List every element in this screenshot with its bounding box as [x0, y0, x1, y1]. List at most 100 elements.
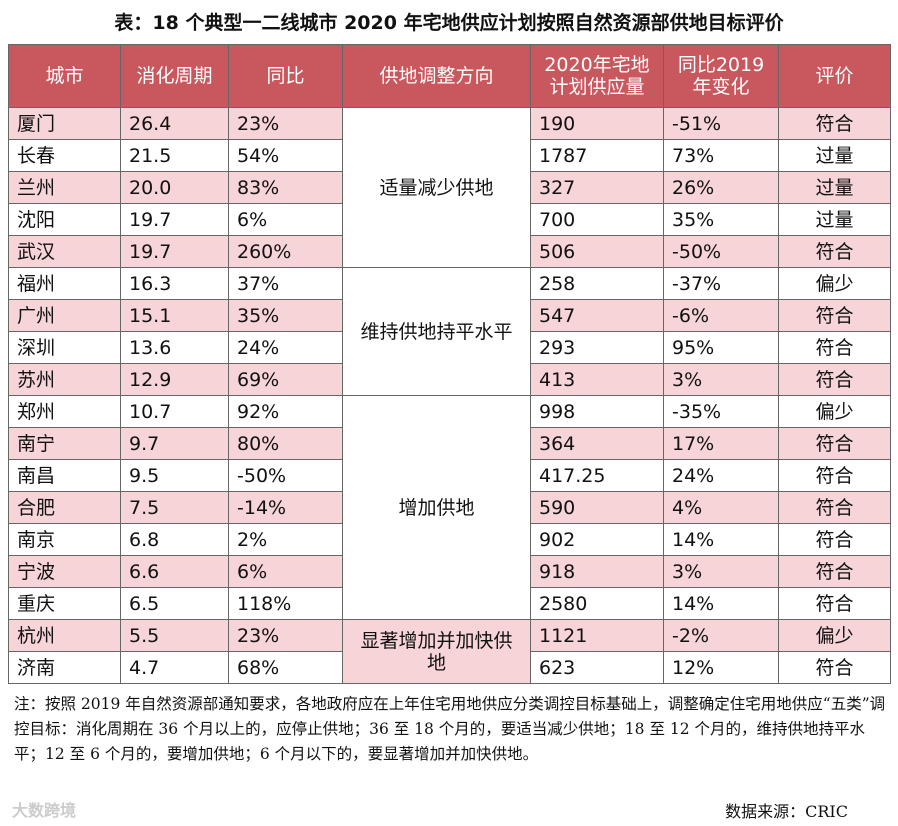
yoy-cell: 2%: [228, 523, 343, 556]
yoy-cell: 54%: [228, 139, 343, 172]
table-row: 兰州 20.0 83% 327 26% 过量: [8, 171, 891, 204]
period-cell: 13.6: [120, 331, 229, 364]
header-text: 同比: [266, 65, 305, 87]
supply-cell: 293: [530, 331, 664, 364]
period-cell: 9.7: [120, 427, 229, 460]
direction-cell: 增加供地: [342, 395, 531, 620]
yoy-cell: 24%: [228, 331, 343, 364]
city-cell: 沈阳: [8, 203, 121, 236]
header-cell: 城市: [8, 44, 121, 108]
city-cell: 宁波: [8, 555, 121, 588]
table-row: 长春 21.5 54% 1787 73% 过量: [8, 139, 891, 172]
rating-cell: 偏少: [778, 267, 891, 300]
city-cell: 厦门: [8, 107, 121, 140]
rating-cell: 偏少: [778, 395, 891, 428]
change-cell: 73%: [663, 139, 779, 172]
city-cell: 苏州: [8, 363, 121, 396]
period-cell: 26.4: [120, 107, 229, 140]
header-cell: 同比2019 年变化: [663, 44, 779, 108]
change-cell: 35%: [663, 203, 779, 236]
change-cell: 14%: [663, 523, 779, 556]
supply-cell: 364: [530, 427, 664, 460]
watermark: 大数跨境: [12, 801, 77, 820]
yoy-cell: 92%: [228, 395, 343, 428]
yoy-cell: -14%: [228, 491, 343, 524]
table-row: 武汉 19.7 260% 506 -50% 符合: [8, 235, 891, 268]
header-row: 城市 消化周期 同比 供地调整方向 2020年宅地 计划供应量 同比2019 年变化 评价: [8, 44, 891, 108]
city-cell: 重庆: [8, 587, 121, 620]
change-cell: 3%: [663, 555, 779, 588]
change-cell: 26%: [663, 171, 779, 204]
period-cell: 15.1: [120, 299, 229, 332]
table-row: 沈阳 19.7 6% 700 35% 过量: [8, 203, 891, 236]
direction-cell: 适量减少供地: [342, 107, 531, 268]
city-cell: 郑州: [8, 395, 121, 428]
change-cell: 3%: [663, 363, 779, 396]
supply-cell: 700: [530, 203, 664, 236]
header-text: 2020年宅地: [544, 54, 650, 76]
yoy-cell: 69%: [228, 363, 343, 396]
rating-cell: 符合: [778, 459, 891, 492]
rating-cell: 符合: [778, 587, 891, 620]
supply-cell: 190: [530, 107, 664, 140]
change-cell: 24%: [663, 459, 779, 492]
table-row: 杭州 5.5 23% 显著增加并加快供地 1121 -2% 偏少: [8, 619, 891, 684]
rating-cell: 符合: [778, 555, 891, 588]
header-text: 供地调整方向: [379, 65, 494, 87]
header-text: 年变化: [692, 76, 750, 98]
period-cell: 20.0: [120, 171, 229, 204]
yoy-cell: 37%: [228, 267, 343, 300]
yoy-cell: 68%: [228, 651, 343, 684]
city-cell: 杭州: [8, 619, 121, 652]
source: 数据来源：CRIC: [725, 802, 848, 821]
supply-cell: 623: [530, 651, 664, 684]
yoy-cell: 23%: [228, 107, 343, 140]
city-cell: 武汉: [8, 235, 121, 268]
supply-cell: 413: [530, 363, 664, 396]
period-cell: 12.9: [120, 363, 229, 396]
supply-cell: 2580: [530, 587, 664, 620]
title: 表：18 个典型一二线城市 2020 年宅地供应计划按照自然资源部供地目标评价: [114, 12, 784, 34]
supply-cell: 1121: [530, 619, 664, 652]
period-cell: 5.5: [120, 619, 229, 652]
yoy-cell: 23%: [228, 619, 343, 652]
change-cell: 4%: [663, 491, 779, 524]
header-text: 评价: [815, 65, 854, 87]
city-cell: 济南: [8, 651, 121, 684]
period-cell: 4.7: [120, 651, 229, 684]
table-row: 苏州 12.9 69% 413 3% 符合: [8, 363, 891, 396]
rating-cell: 符合: [778, 523, 891, 556]
rating-cell: 符合: [778, 299, 891, 332]
period-cell: 6.6: [120, 555, 229, 588]
change-cell: 17%: [663, 427, 779, 460]
change-cell: -6%: [663, 299, 779, 332]
city-cell: 广州: [8, 299, 121, 332]
rating-cell: 过量: [778, 139, 891, 172]
change-cell: -51%: [663, 107, 779, 140]
table: 城市 消化周期 同比 供地调整方向 2020年宅地 计划供应量 同比2019 年变化 评价 厦门…: [8, 44, 891, 684]
supply-cell: 258: [530, 267, 664, 300]
change-cell: 95%: [663, 331, 779, 364]
table-row: 福州 16.3 37% 维持供地持平水平 258 -37% 偏少: [8, 267, 891, 396]
period-cell: 19.7: [120, 235, 229, 268]
city-cell: 合肥: [8, 491, 121, 524]
header-text: 计划供应量: [549, 76, 645, 98]
period-cell: 21.5: [120, 139, 229, 172]
table-row: 郑州 10.7 92% 增加供地 998 -35% 偏少: [8, 395, 891, 620]
header-text: 同比2019: [677, 54, 765, 76]
yoy-cell: 80%: [228, 427, 343, 460]
supply-cell: 1787: [530, 139, 664, 172]
city-cell: 南昌: [8, 459, 121, 492]
yoy-cell: 83%: [228, 171, 343, 204]
header-cell: 供地调整方向: [342, 44, 531, 108]
rating-cell: 符合: [778, 235, 891, 268]
rating-cell: 符合: [778, 331, 891, 364]
table-row: 南昌 9.5 -50% 417.25 24% 符合: [8, 459, 891, 492]
city-cell: 兰州: [8, 171, 121, 204]
change-cell: -2%: [663, 619, 779, 652]
period-cell: 16.3: [120, 267, 229, 300]
yoy-cell: 118%: [228, 587, 343, 620]
yoy-cell: 260%: [228, 235, 343, 268]
rating-cell: 偏少: [778, 619, 891, 652]
